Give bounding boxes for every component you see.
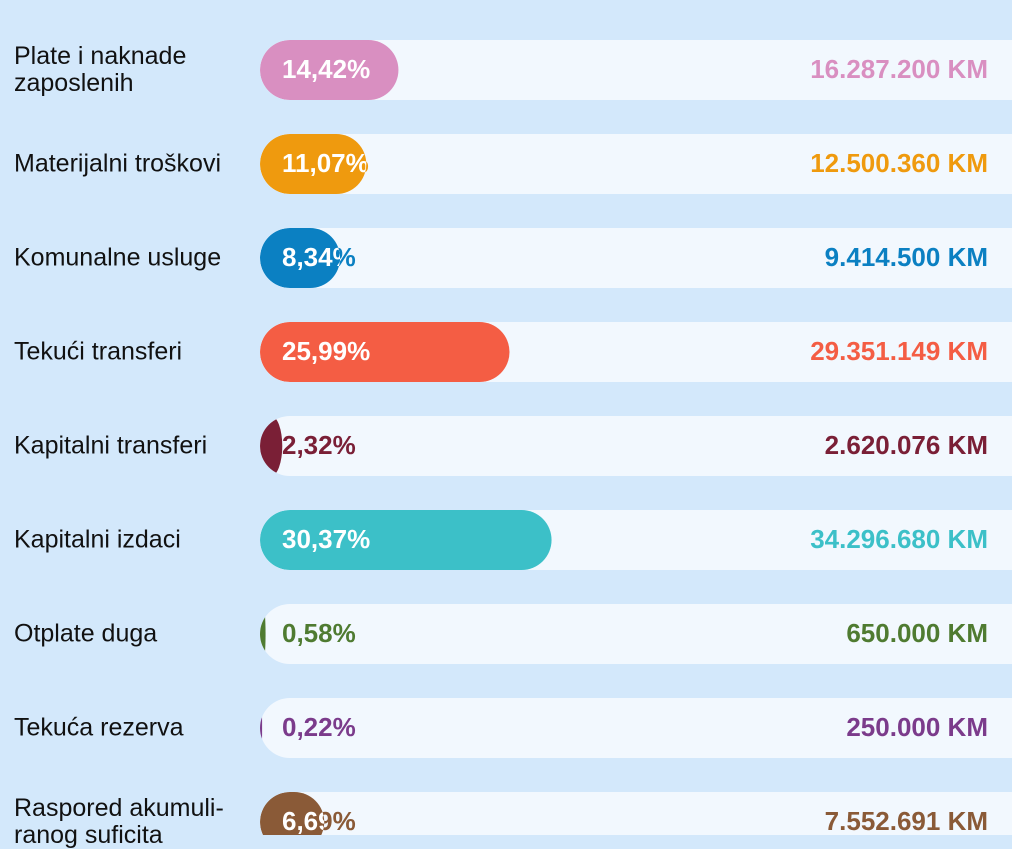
amount-label: 2.620.076 KM (825, 430, 988, 460)
track (260, 228, 1012, 288)
amount-label: 250.000 KM (846, 712, 988, 742)
bar-group (260, 228, 341, 288)
value-label: 11,07% (282, 148, 369, 178)
value-label: 0,22% (282, 712, 356, 742)
amount-label: 7.552.691 KM (825, 806, 988, 835)
track (260, 792, 1012, 835)
value-label: 6,69% (282, 806, 356, 835)
amount-label: 34.296.680 KM (810, 524, 988, 554)
bar (260, 698, 263, 758)
value-label-inner: 25,99% (282, 336, 370, 366)
bar-group (260, 698, 263, 758)
category-label: Kapitalni transferi (14, 431, 208, 460)
category-label: Raspored akumuli- ranog suficita (14, 794, 224, 849)
bar (260, 322, 510, 382)
track (260, 40, 1012, 100)
value-label-inner: 6,69% (282, 806, 356, 835)
category-label: Tekuća rezerva (14, 713, 184, 742)
value-label-inner: 2,32% (282, 430, 356, 460)
value-label: 25,99% (282, 336, 370, 366)
value-label: 8,34% (282, 242, 356, 272)
value-label-inner: 30,37% (282, 524, 370, 554)
value-label-inner: 11,07% (282, 148, 369, 178)
bar (260, 228, 341, 288)
category-label: Komunalne usluge (14, 243, 222, 272)
category-label: Plate i naknade zaposlenih (14, 42, 187, 97)
amount-label: 16.287.200 KM (810, 54, 988, 84)
bar (260, 604, 266, 664)
track (260, 604, 1012, 664)
value-label: 2,32% (282, 430, 356, 460)
amount-label: 29.351.149 KM (810, 336, 988, 366)
bar (260, 134, 367, 194)
bar (260, 416, 283, 476)
amount-label: 9.414.500 KM (825, 242, 988, 272)
value-label: 0,58% (282, 618, 356, 648)
bar (260, 40, 399, 100)
bar-group (260, 416, 283, 476)
amount-label: 12.500.360 KM (810, 148, 988, 178)
bar-group (260, 134, 367, 194)
track (260, 416, 1012, 476)
value-label: 14,42% (282, 54, 370, 84)
category-label: Materijalni troškovi (14, 149, 222, 178)
bar-group (260, 604, 266, 664)
value-label-inner: 8,34% (282, 242, 356, 272)
category-label: Tekući transferi (14, 337, 183, 366)
bar-group (260, 322, 510, 382)
value-label-inner: 14,42% (282, 54, 370, 84)
amount-label: 650.000 KM (846, 618, 988, 648)
bar (260, 510, 552, 570)
track (260, 698, 1012, 758)
bar-group (260, 510, 552, 570)
category-label: Kapitalni izdaci (14, 525, 181, 554)
value-label: 30,37% (282, 524, 370, 554)
bar-group (260, 792, 325, 835)
bar (260, 792, 325, 835)
category-label: Otplate duga (14, 619, 158, 648)
track (260, 134, 1012, 194)
bar-group (260, 40, 399, 100)
